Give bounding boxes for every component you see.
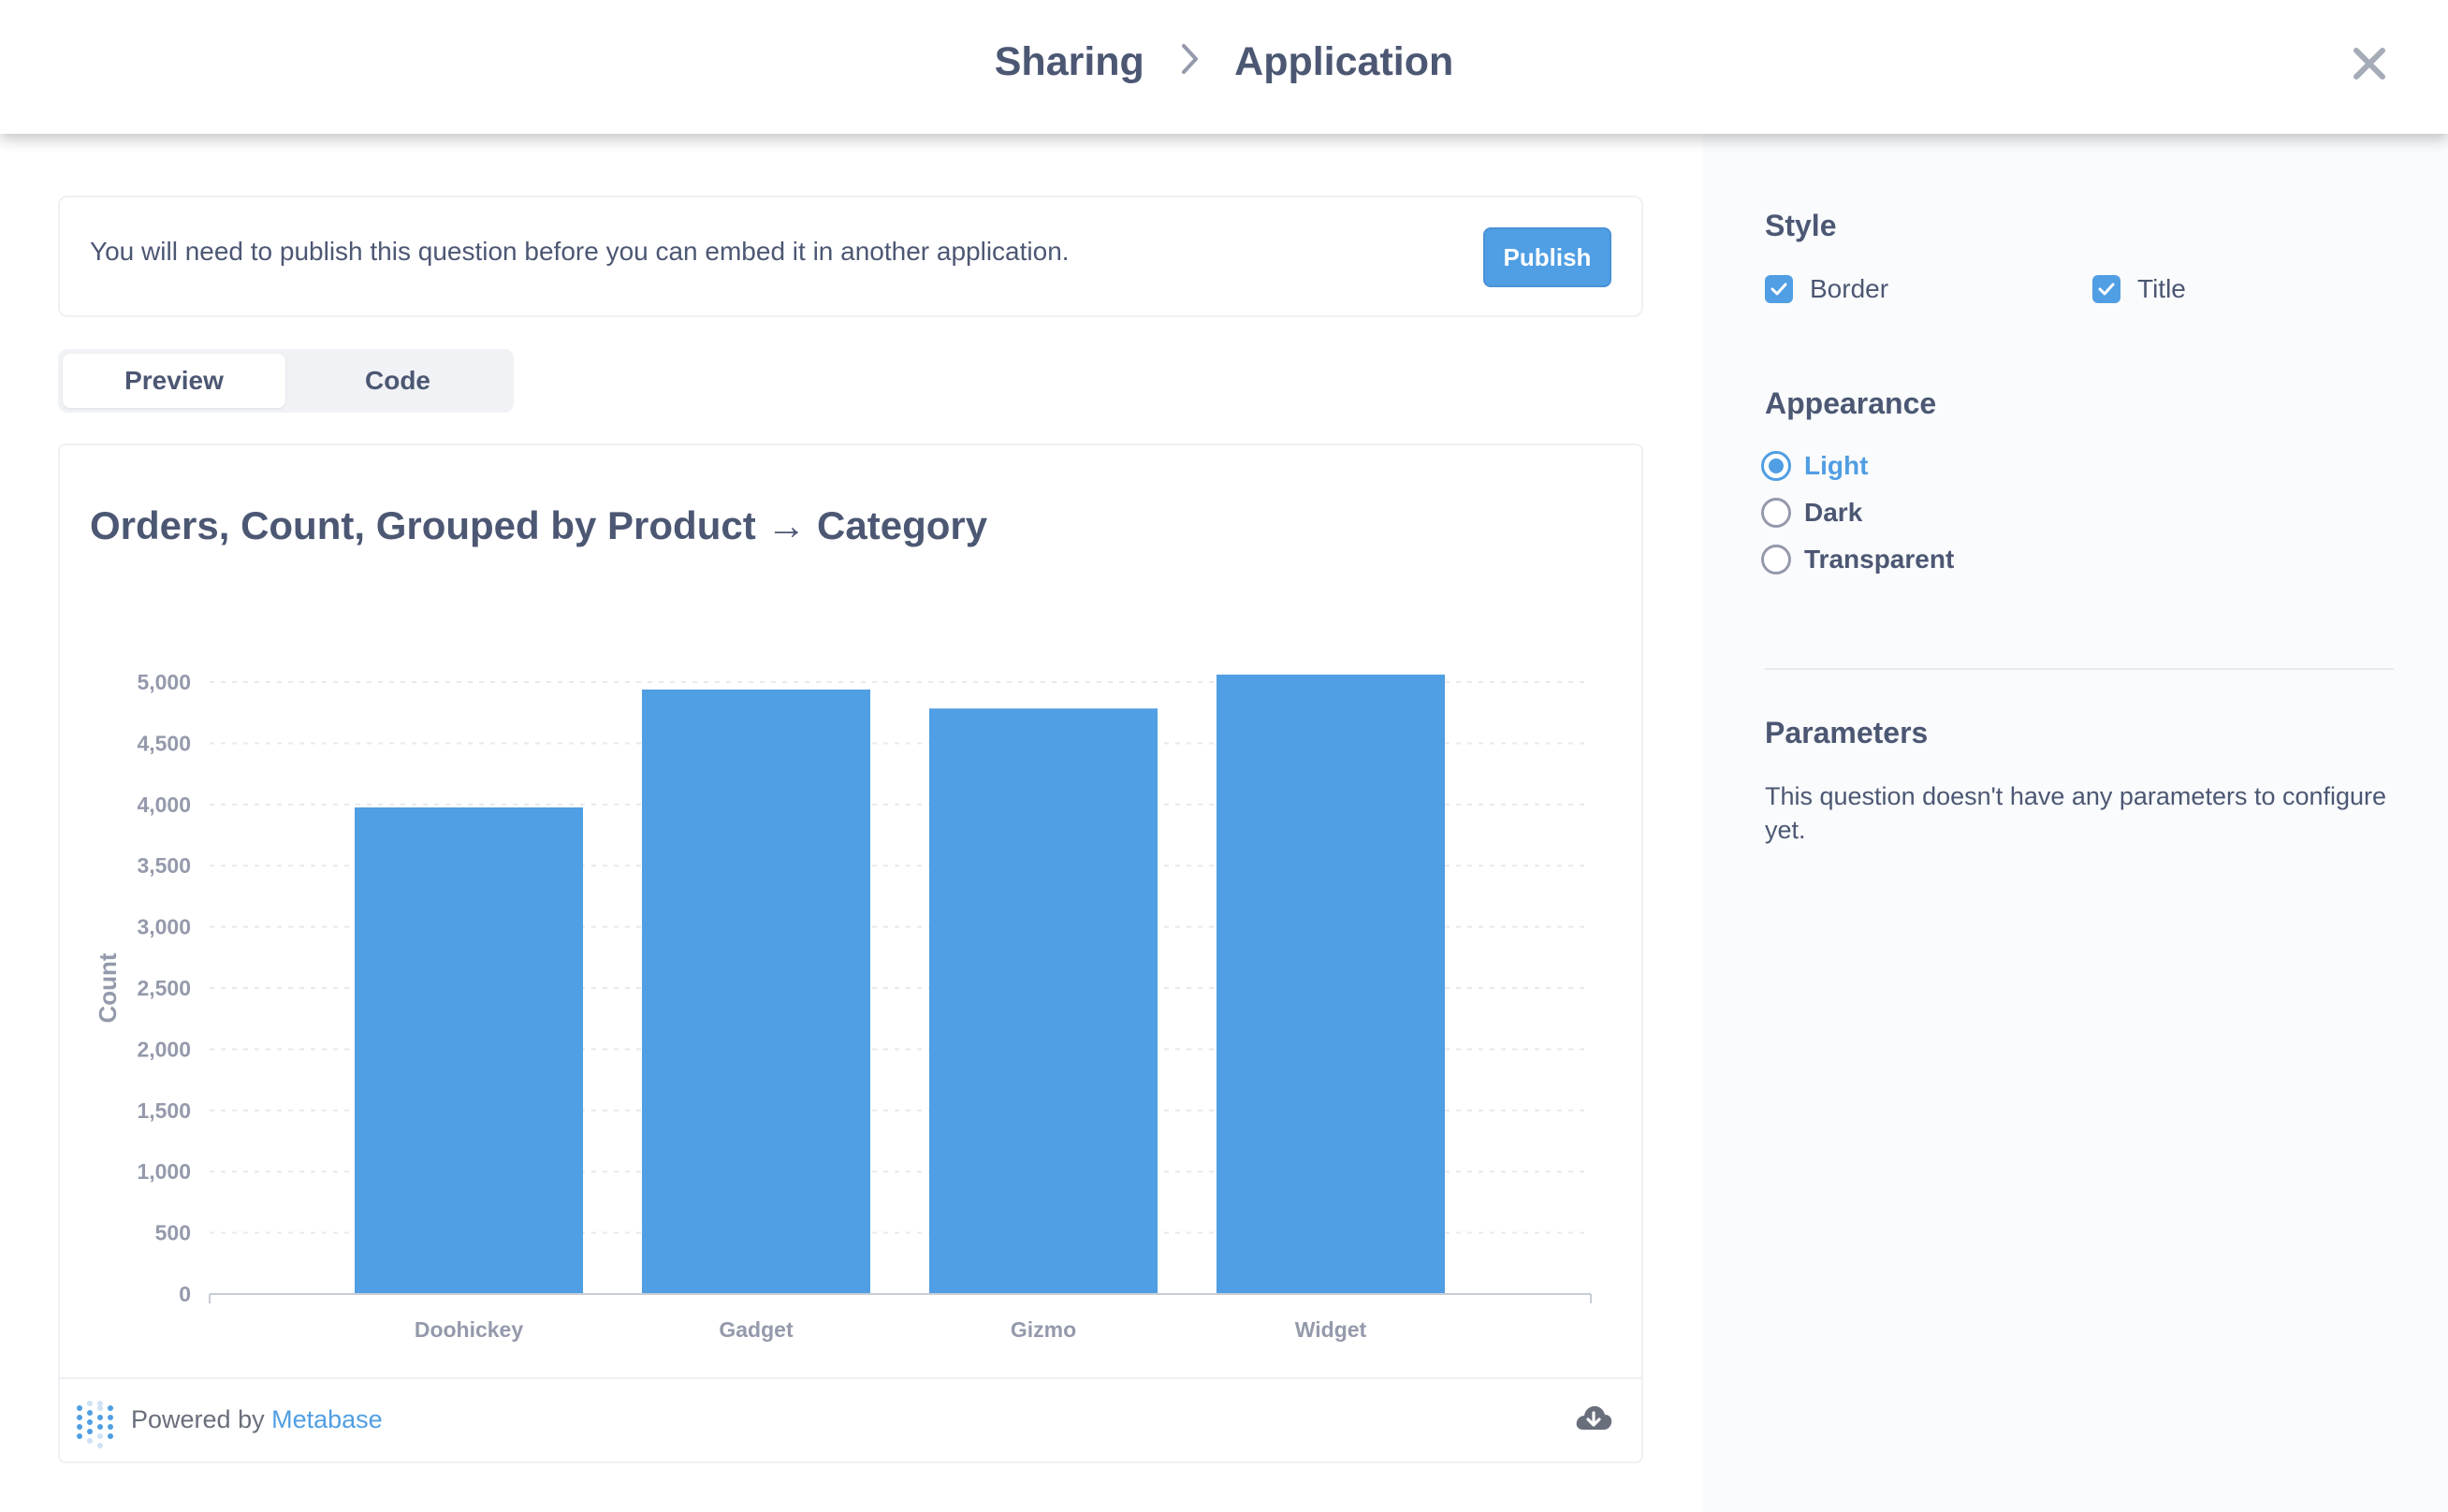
radio-unselected-icon [1761, 545, 1791, 574]
chart-bar[interactable] [355, 807, 583, 1294]
dark-label: Dark [1804, 498, 1863, 527]
breadcrumb-application: Application [1234, 39, 1454, 84]
y-tick-label: 1,000 [137, 1159, 191, 1184]
y-tick-label: 0 [179, 1282, 191, 1306]
publish-notice-text: You will need to publish this question b… [90, 237, 1070, 266]
y-tick-label: 5,000 [137, 670, 191, 694]
x-tick-label: Gizmo [1011, 1317, 1076, 1342]
chart-bar[interactable] [642, 689, 870, 1294]
preview-code-toggle: Preview Code [58, 349, 514, 413]
download-icon[interactable] [1574, 1402, 1613, 1433]
title-label: Title [2137, 274, 2186, 303]
title-checkbox[interactable]: Title [2092, 274, 2186, 304]
appearance-transparent-radio[interactable]: Transparent [1761, 545, 1954, 574]
breadcrumb: Sharing Application [0, 39, 2448, 85]
y-tick-label: 3,500 [137, 853, 191, 878]
y-tick-label: 2,500 [137, 976, 191, 1000]
x-tick-label: Widget [1295, 1317, 1367, 1342]
embed-footer: Powered by Metabase [60, 1377, 1641, 1461]
checkbox-checked-icon [2092, 275, 2120, 303]
appearance-section-title: Appearance [1765, 386, 1937, 420]
powered-by-prefix: Powered by [131, 1405, 265, 1433]
embed-preview-card: Orders, Count, Grouped by Product → Cate… [58, 443, 1643, 1463]
chart-bar[interactable] [1217, 675, 1445, 1294]
tab-preview[interactable]: Preview [63, 354, 285, 408]
breadcrumb-sharing[interactable]: Sharing [994, 39, 1144, 84]
border-checkbox[interactable]: Border [1765, 274, 1888, 304]
checkbox-checked-icon [1765, 275, 1793, 303]
appearance-light-radio[interactable]: Light [1761, 451, 1868, 481]
metabase-logo-icon [77, 1401, 113, 1448]
y-tick-label: 4,500 [137, 731, 191, 755]
modal-header: Sharing Application [0, 0, 2448, 134]
powered-by-text: Powered by Metabase [131, 1405, 383, 1434]
tab-code[interactable]: Code [365, 366, 430, 395]
chart-bar[interactable] [929, 708, 1158, 1294]
appearance-dark-radio[interactable]: Dark [1761, 498, 1862, 528]
y-axis-title: Count [94, 952, 122, 1023]
y-tick-label: 3,000 [137, 915, 191, 939]
x-tick-label: Gadget [719, 1317, 794, 1342]
y-tick-label: 500 [155, 1221, 191, 1245]
close-button[interactable] [2345, 39, 2394, 88]
section-divider [1765, 668, 2394, 670]
y-tick-label: 2,000 [137, 1037, 191, 1061]
embed-preview-area: You will need to publish this question b… [0, 134, 1703, 1512]
publish-notice: You will need to publish this question b… [58, 196, 1643, 317]
style-section-title: Style [1765, 209, 1837, 242]
question-title: Orders, Count, Grouped by Product → Cate… [90, 503, 988, 547]
parameters-section-title: Parameters [1765, 716, 1929, 749]
embed-settings-sidebar: Style Border Title Appearance Light Dark… [1703, 134, 2448, 1512]
y-tick-label: 4,000 [137, 792, 191, 817]
transparent-label: Transparent [1804, 545, 1955, 574]
chevron-right-icon [1180, 39, 1201, 85]
bar-chart: 0 500 1,000 1,500 2,000 2,500 3,000 3,500 4,000 4… [94, 670, 1592, 1342]
y-tick-label: 1,500 [137, 1098, 191, 1123]
light-label: Light [1804, 451, 1869, 480]
border-label: Border [1810, 274, 1889, 303]
x-tick-label: Doohickey [415, 1317, 524, 1342]
publish-button[interactable]: Publish [1483, 227, 1611, 287]
metabase-link[interactable]: Metabase [271, 1405, 383, 1433]
radio-unselected-icon [1761, 498, 1791, 528]
radio-selected-icon [1761, 451, 1791, 481]
parameters-empty-text: This question doesn't have any parameter… [1765, 782, 2387, 844]
close-icon [2353, 48, 2385, 80]
